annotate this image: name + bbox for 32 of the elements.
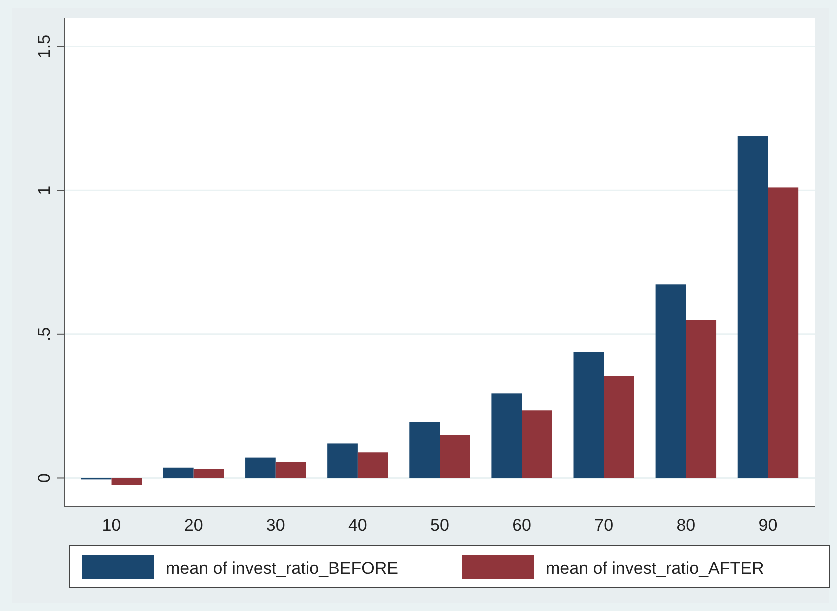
bar bbox=[574, 352, 604, 478]
x-tick-label: 50 bbox=[430, 516, 450, 535]
bar bbox=[328, 444, 358, 478]
y-tick-label: 1 bbox=[35, 186, 54, 196]
y-tick-label: 1.5 bbox=[35, 34, 54, 59]
x-tick-label: 60 bbox=[512, 516, 532, 535]
bar bbox=[492, 394, 522, 478]
bar bbox=[656, 284, 686, 478]
bar bbox=[686, 320, 717, 478]
legend-label: mean of invest_ratio_BEFORE bbox=[166, 559, 398, 578]
bar bbox=[738, 136, 768, 478]
bar bbox=[276, 462, 306, 478]
bar bbox=[246, 458, 276, 478]
y-tick-label: .5 bbox=[35, 327, 54, 342]
x-tick-label: 70 bbox=[594, 516, 614, 535]
x-tick-label: 20 bbox=[184, 516, 204, 535]
bar bbox=[163, 468, 194, 478]
bar bbox=[112, 478, 142, 486]
bar bbox=[768, 188, 799, 478]
bar bbox=[194, 469, 224, 478]
legend-label: mean of invest_ratio_AFTER bbox=[546, 559, 764, 578]
bar bbox=[440, 435, 470, 478]
y-tick-label: 0 bbox=[35, 474, 54, 483]
bar bbox=[604, 376, 634, 478]
x-tick-label: 30 bbox=[266, 516, 286, 535]
bar bbox=[522, 410, 552, 478]
bar bbox=[358, 452, 388, 478]
x-tick-label: 80 bbox=[676, 516, 696, 535]
bar bbox=[410, 422, 440, 478]
x-tick-label: 40 bbox=[348, 516, 368, 535]
x-tick-label: 10 bbox=[102, 516, 122, 535]
x-tick-label: 90 bbox=[758, 516, 778, 535]
